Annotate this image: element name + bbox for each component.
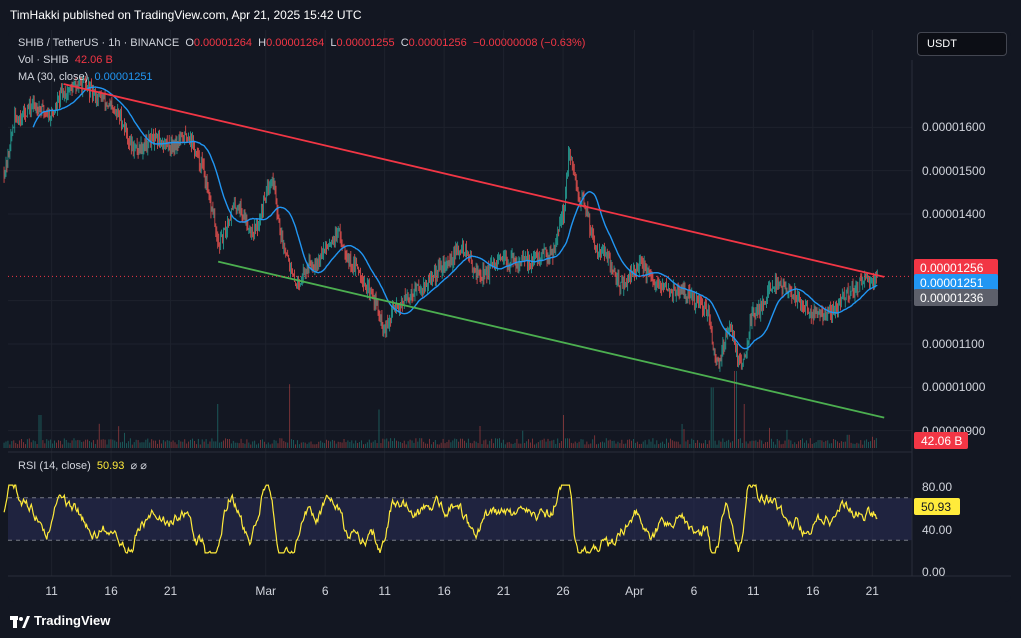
rsi-settings-icons[interactable]: ⌀ ⌀: [130, 460, 147, 472]
resistance-trendline: [63, 83, 885, 278]
price-tag: 0.00001236: [914, 289, 998, 307]
time-tick-label: 21: [496, 584, 511, 598]
price-tag: 0.00001256: [914, 259, 998, 277]
low-value: 0.00001255: [336, 37, 395, 49]
currency-button[interactable]: USDT: [917, 32, 1007, 56]
rsi-line: [3, 483, 878, 554]
time-tick-label: Apr: [625, 584, 644, 598]
ma-label: MA (30, close): [18, 71, 89, 83]
tradingview-logo-icon: [10, 615, 30, 628]
high-label: H: [258, 37, 267, 49]
price-tick-label: 0.00001100: [922, 337, 985, 351]
symbol-label[interactable]: SHIB / TetherUS · 1h · BINANCE: [18, 37, 180, 49]
low-label: L: [330, 37, 337, 49]
high-value: 0.00001264: [266, 37, 325, 49]
grid: [8, 30, 912, 576]
time-tick-label: 16: [806, 584, 820, 598]
support-trendline: [217, 260, 885, 419]
time-tick-label: Mar: [255, 584, 277, 598]
time-tick-label: 11: [747, 584, 760, 598]
open-value: 0.00001264: [193, 37, 252, 49]
candles: [3, 74, 878, 372]
time-tick-label: 21: [163, 584, 178, 598]
time-tick-label: 6: [690, 584, 698, 598]
legend-ohlc[interactable]: SHIB / TetherUS · 1h · BINANCE O0.000012…: [18, 37, 585, 49]
time-tick-label: 11: [45, 584, 58, 598]
time-tick-label: 11: [378, 584, 391, 598]
tradingview-logo[interactable]: TradingView: [10, 613, 110, 628]
volume-value: 42.06 B: [74, 54, 113, 66]
publisher-bar: TimHakki published on TradingView.com, A…: [0, 0, 1021, 30]
rsi-value-tag: 50.93: [914, 498, 960, 515]
ma-value: 0.00001251: [94, 71, 153, 83]
footer-bar: [0, 606, 1021, 638]
rsi-tick-label: 40.00: [922, 522, 953, 537]
legend-volume[interactable]: Vol · SHIB 42.06 B: [18, 54, 113, 66]
open-label: O: [185, 37, 194, 49]
rsi-tick-label: 0.00: [922, 565, 946, 579]
tradingview-brand: TradingView: [34, 613, 111, 628]
rsi-value: 50.93: [96, 460, 125, 472]
time-tick-label: 21: [865, 584, 879, 598]
time-tick-label: 16: [437, 584, 451, 598]
price-tick-label: 0.00001600: [922, 120, 986, 135]
close-label: C: [400, 37, 409, 49]
time-tick-label: 6: [321, 584, 329, 598]
time-tick-label: 26: [556, 584, 570, 598]
publisher-line: TimHakki published on TradingView.com, A…: [10, 8, 362, 22]
volume-bars: [3, 371, 877, 448]
price-change: −0.00000008 (−0.63%): [472, 37, 586, 49]
price-tick-label: 0.00001400: [922, 207, 986, 221]
ma-line: [32, 86, 878, 350]
price-tick-label: 0.00001500: [922, 163, 986, 178]
close-value: 0.00001256: [408, 37, 467, 49]
volume-label: Vol · SHIB: [18, 54, 69, 66]
volume-tag: 42.06 B: [914, 432, 968, 449]
rsi-legend[interactable]: RSI (14, close) 50.93 ⌀ ⌀: [18, 459, 147, 472]
price-tick-label: 0.00001000: [922, 380, 986, 395]
price-tag: 0.00001251: [914, 274, 998, 292]
rsi-tick-label: 80.00: [922, 480, 953, 495]
legend-ma[interactable]: MA (30, close) 0.00001251: [18, 71, 153, 83]
time-tick-label: 16: [104, 584, 118, 598]
rsi-label: RSI (14, close): [18, 460, 91, 472]
